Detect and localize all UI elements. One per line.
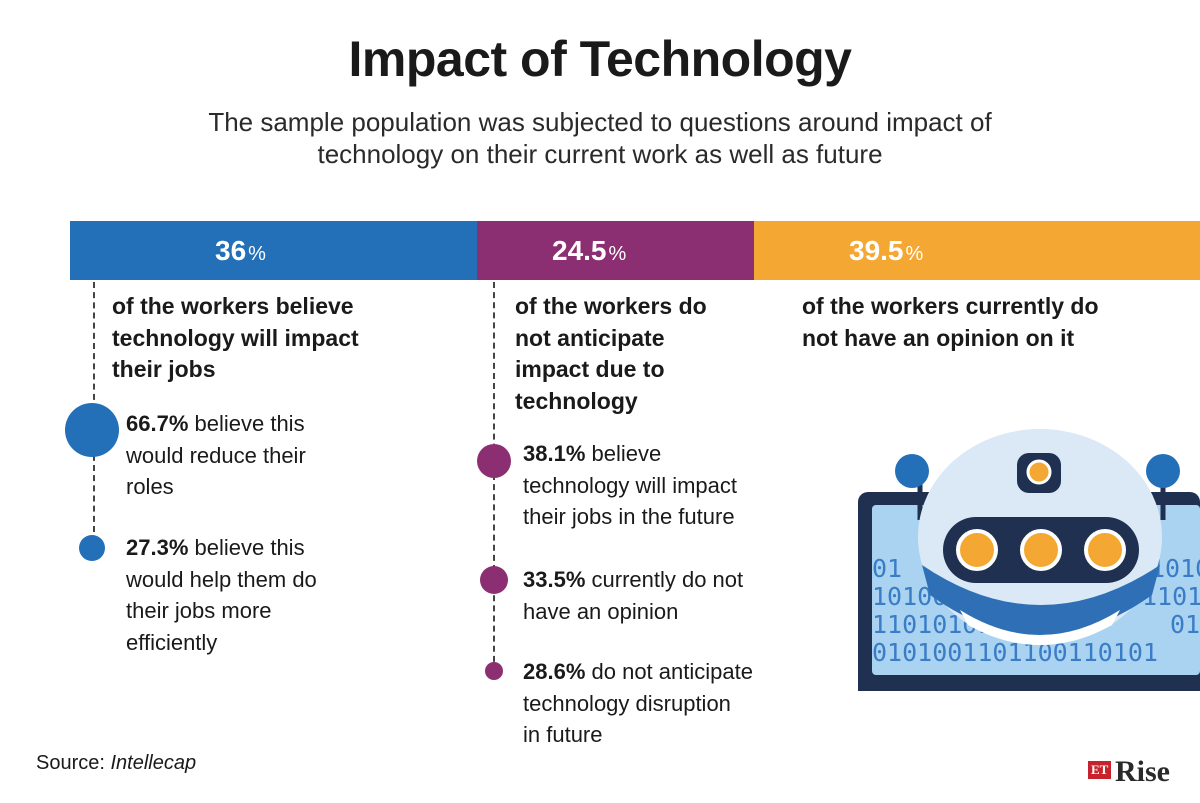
heading-line: not anticipate <box>515 324 665 351</box>
infographic-title: Impact of Technology <box>348 31 853 87</box>
breakdown-dot-27.3 <box>79 535 105 561</box>
heading-line: impact due to <box>515 356 665 382</box>
segment-percent-sign: % <box>905 243 924 265</box>
breakdown-line: would help them do <box>126 566 317 592</box>
segment-percent-label: 39.5% <box>754 221 1200 284</box>
breakdown-line: believe this <box>188 411 305 436</box>
heading-line: technology <box>515 387 638 414</box>
binary-text: 01 <box>872 554 902 583</box>
breakdown-line: do not anticipate <box>585 659 753 684</box>
source-note: Source: Intellecap <box>36 752 196 775</box>
heading-line: their jobs <box>112 356 216 382</box>
bar-segment-1: 36% <box>70 221 477 280</box>
infographic-subtitle: The sample population was subjected to q… <box>208 107 992 169</box>
breakdown-percent: 38.1% <box>523 441 586 466</box>
robot-eye-right-icon <box>1084 529 1126 571</box>
source-name: Intellecap <box>110 752 197 774</box>
column-1-heading: of the workers believe technology will im… <box>112 291 359 386</box>
robot-illustration: 0110100110101010101001101100110101101011… <box>858 429 1200 691</box>
heading-line: of the workers currently do <box>802 293 1099 319</box>
column-3-heading: of the workers currently do not have an o… <box>802 291 1099 354</box>
segment-value: 36 <box>215 235 247 266</box>
breakdown-dot-33.5 <box>480 566 508 594</box>
breakdown-percent: 28.6% <box>523 659 586 684</box>
breakdown-line: efficiently <box>126 629 218 655</box>
breakdown-line: currently do not <box>585 567 744 592</box>
breakdown-line: their jobs in the future <box>523 504 735 529</box>
segment-value: 39.5 <box>849 235 904 266</box>
breakdown-percent: 66.7% <box>126 411 189 436</box>
logo-rise: Rise <box>1115 755 1170 788</box>
breakdown-line: roles <box>126 474 174 499</box>
robot-eye-left-icon <box>956 529 998 571</box>
robot-left-antenna-icon <box>895 454 929 488</box>
breakdown-line: technology disruption <box>523 690 731 716</box>
stacked-percent-bar: 36% 24.5% 39.5% <box>70 221 1200 280</box>
breakdown-percent: 27.3% <box>126 535 189 560</box>
binary-text: 01 <box>1170 610 1200 639</box>
binary-text: 0101001101100110101 <box>872 638 1158 667</box>
breakdown-item: 28.6% do not anticipate technology disrup… <box>523 656 753 751</box>
heading-line: technology will impact <box>112 324 359 351</box>
segment-percent-sign: % <box>608 243 627 265</box>
breakdown-dot-28.6 <box>485 662 503 680</box>
segment-percent-label: 24.5% <box>477 221 754 284</box>
breakdown-item: 38.1% believe technology will impact their… <box>523 438 737 533</box>
monitor-base <box>858 677 1200 691</box>
breakdown-line: in future <box>523 722 603 747</box>
bar-segment-2: 24.5% <box>477 221 754 280</box>
breakdown-dot-66.7 <box>65 403 119 457</box>
breakdown-line: would reduce their <box>126 442 306 468</box>
source-label: Source: <box>36 752 111 774</box>
breakdown-item: 27.3% believe this would help them do thei… <box>126 532 317 658</box>
et-rise-logo: ET Rise <box>1088 755 1200 795</box>
column-2-heading: of the workers do not anticipate impact du… <box>515 291 707 417</box>
breakdown-item: 66.7% believe this would reduce their role… <box>126 408 306 503</box>
breakdown-line: believe <box>585 441 662 466</box>
breakdown-line: have an opinion <box>523 598 679 624</box>
segment-percent-label: 36% <box>70 221 477 284</box>
segment-percent-sign: % <box>248 243 266 265</box>
robot-top-light-icon <box>1026 459 1052 485</box>
logo-et: ET <box>1088 761 1112 779</box>
breakdown-dot-38.1 <box>477 444 511 478</box>
breakdown-line: technology will impact <box>523 472 737 498</box>
heading-line: of the workers believe <box>112 293 354 319</box>
segment-value: 24.5 <box>552 235 607 266</box>
breakdown-line: believe this <box>188 535 305 560</box>
robot-right-antenna-icon <box>1146 454 1180 488</box>
breakdown-percent: 33.5% <box>523 567 586 592</box>
breakdown-item: 33.5% currently do not have an opinion <box>523 564 743 627</box>
heading-line: of the workers do <box>515 293 707 319</box>
heading-line: not have an opinion on it <box>802 324 1075 351</box>
bar-segment-3: 39.5% <box>754 221 1200 280</box>
breakdown-line: their jobs more <box>126 598 272 623</box>
robot-eye-middle-icon <box>1020 529 1062 571</box>
